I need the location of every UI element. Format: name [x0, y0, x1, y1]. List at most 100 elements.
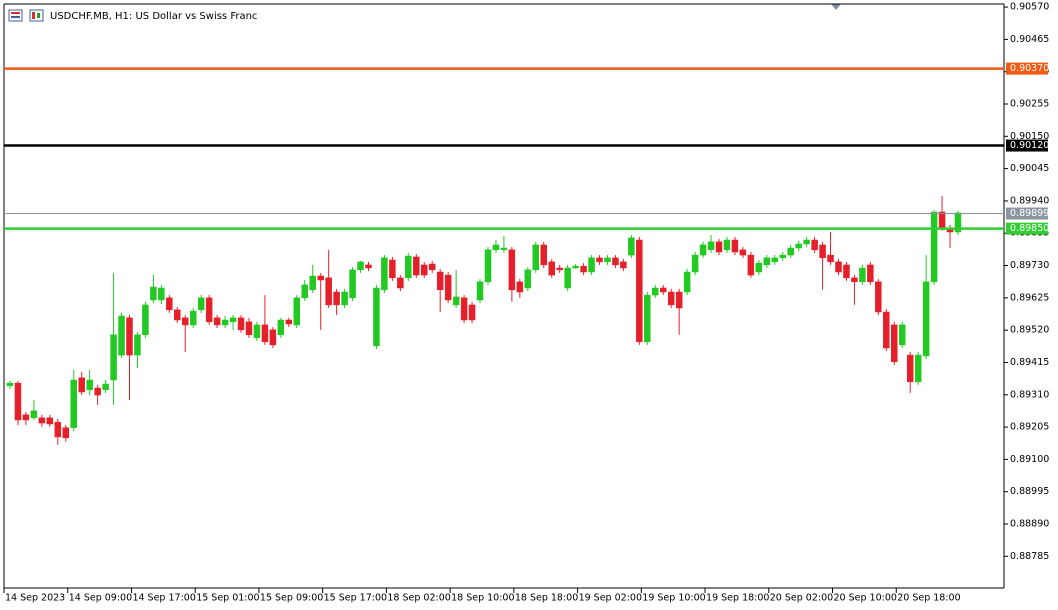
y-tick-label: 0.89520 [1010, 325, 1049, 336]
y-tick-label: 0.88995 [1010, 486, 1049, 497]
candle-body [341, 291, 348, 306]
candle-body [859, 267, 866, 283]
price-label: 0.89850 [1010, 223, 1049, 234]
candle-body [548, 261, 555, 276]
candle-body [930, 211, 938, 283]
candle-body [70, 379, 77, 428]
candle-body [150, 286, 157, 301]
price-label-box [1006, 222, 1048, 235]
candle-body [436, 271, 444, 291]
candle-body [373, 287, 380, 347]
candle-body [811, 239, 818, 251]
chart-title: USDCHF.MB, H1: US Dollar vs Swiss Franc [50, 11, 257, 22]
y-tick-label: 0.89415 [1010, 357, 1049, 368]
candle-body [612, 257, 619, 266]
candle-body [564, 267, 571, 289]
candle-body [604, 257, 611, 263]
x-tick-label: 20 Sep 10:00 [834, 593, 897, 604]
candle-body [524, 269, 532, 289]
x-tick-label: 14 Sep 09:00 [69, 593, 132, 604]
candle-body [253, 324, 261, 339]
price-label: 0.90120 [1010, 140, 1049, 151]
candle-body [357, 261, 364, 271]
candle-body [301, 284, 309, 299]
candle-body [652, 287, 659, 296]
candle-body [500, 247, 508, 251]
candle-body [102, 383, 109, 391]
x-tick-label: 18 Sep 10:00 [451, 593, 514, 604]
candle-body [715, 241, 723, 253]
y-tick-label: 0.90045 [1010, 163, 1049, 174]
candle-body [444, 274, 452, 301]
candle-body [667, 291, 675, 306]
x-tick-label: 18 Sep 18:00 [515, 593, 578, 604]
candle-body [213, 317, 221, 326]
icon-part [11, 12, 20, 14]
candle-body [787, 247, 794, 256]
candle-body [261, 324, 269, 343]
candle-body [221, 319, 229, 326]
candle-body [843, 264, 850, 279]
y-tick-label: 0.88785 [1010, 551, 1049, 562]
candle-body [731, 239, 739, 253]
candle-body [54, 421, 62, 438]
candle-body [628, 237, 635, 256]
candle-body [699, 244, 707, 256]
candle-body [30, 410, 38, 419]
candle-body [269, 329, 277, 346]
candle-body [381, 257, 388, 291]
candle-body [891, 324, 898, 363]
candle-body [556, 267, 563, 271]
candle-body [755, 262, 763, 273]
candle-body [110, 334, 117, 381]
candle-body [158, 287, 165, 301]
candle-body [421, 264, 428, 276]
candle-body [954, 212, 962, 233]
y-tick-label: 0.89730 [1010, 260, 1049, 271]
y-tick-label: 0.89625 [1010, 292, 1049, 303]
candle-body [389, 259, 396, 279]
candle-body [922, 281, 930, 357]
candle-body [22, 414, 30, 421]
x-tick-label: 19 Sep 10:00 [642, 593, 705, 604]
x-tick-label: 20 Sep 02:00 [770, 593, 833, 604]
candle-body [277, 319, 285, 336]
candle-body [118, 315, 125, 356]
candle-body [413, 256, 420, 276]
candle-body [707, 241, 715, 251]
candle-body [14, 382, 22, 421]
candle-body [309, 275, 316, 291]
candle-body [197, 297, 205, 311]
candle-body [906, 354, 914, 383]
candle-body [468, 304, 476, 321]
icon-part [37, 13, 40, 18]
candle-body [317, 275, 324, 281]
candle-body [620, 261, 627, 269]
x-tick-label: 20 Sep 18:00 [897, 593, 960, 604]
candle-body [659, 287, 667, 293]
candle-body [293, 297, 301, 326]
candle-body [484, 249, 492, 283]
y-tick-label: 0.89310 [1010, 389, 1049, 400]
price-label: 0.90370 [1010, 63, 1049, 74]
candle-body [763, 257, 771, 266]
candle-body [428, 263, 436, 271]
x-tick-label: 14 Sep 17:00 [132, 593, 195, 604]
candle-body [875, 281, 882, 313]
candle-body [588, 257, 595, 273]
candle-body [365, 264, 372, 269]
candle-body [245, 321, 253, 336]
icon [8, 9, 23, 22]
candle-body [189, 310, 197, 326]
candle-body [691, 254, 699, 273]
candle-body [285, 319, 293, 325]
x-tick-label: 19 Sep 18:00 [706, 593, 769, 604]
candle-body [62, 427, 70, 439]
candle-body [898, 324, 906, 346]
title-icons [8, 9, 44, 22]
y-tick-label: 0.89940 [1010, 195, 1049, 206]
candle-body [532, 244, 540, 271]
price-label-box [1006, 139, 1048, 152]
x-tick-label: 14 Sep 2023 [5, 593, 65, 604]
candle-body [779, 254, 786, 259]
